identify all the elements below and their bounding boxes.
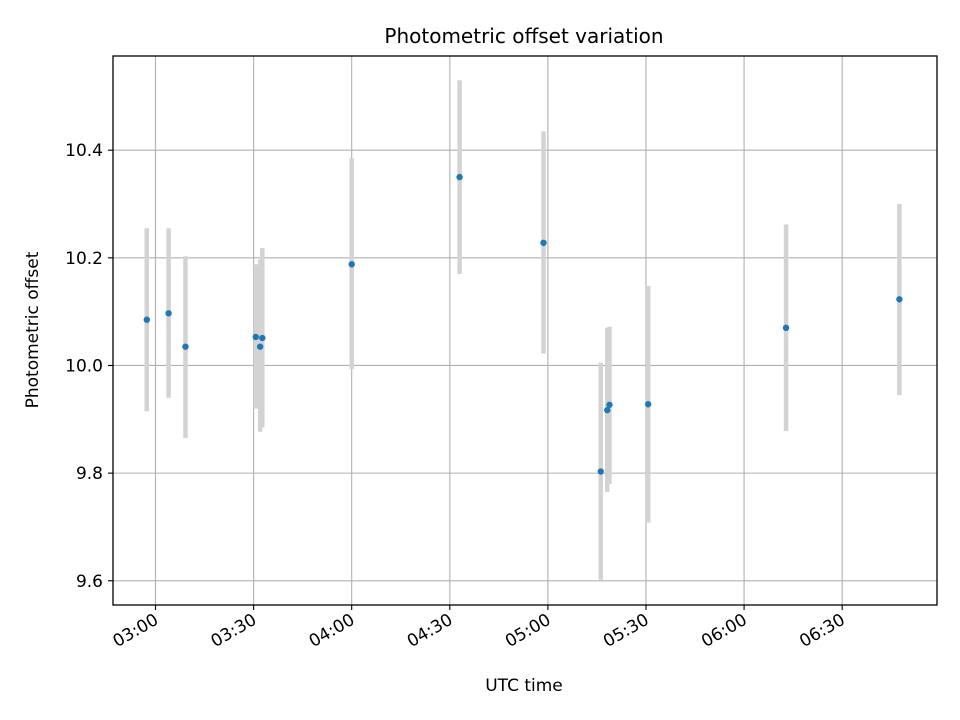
data-point — [644, 401, 652, 408]
data-point — [143, 316, 150, 323]
data-point — [456, 173, 463, 181]
data-point — [259, 334, 266, 342]
data-point — [540, 239, 547, 246]
data-point — [604, 406, 611, 414]
data-point — [252, 333, 259, 341]
x-tick-label: 04:00 — [306, 610, 358, 652]
data-point — [182, 343, 189, 350]
y-axis-label: Photometric offset — [23, 251, 43, 408]
x-tick-label: 03:30 — [208, 610, 260, 652]
data-point — [256, 343, 264, 350]
y-tick-label: 10.0 — [65, 356, 103, 376]
y-tick-label: 10.4 — [65, 141, 103, 161]
chart-title: Photometric offset variation — [384, 24, 663, 48]
x-tick-label: 04:30 — [404, 610, 456, 652]
data-point — [782, 324, 790, 332]
data-point — [348, 261, 355, 268]
data-point — [597, 468, 604, 475]
plot-frame — [112, 55, 938, 606]
x-tick-label: 05:00 — [502, 610, 554, 652]
data-point — [165, 310, 172, 317]
y-axis-ticks: 9.6 9.8 10.0 10.2 10.4 — [65, 141, 113, 592]
y-tick-label: 9.6 — [76, 572, 103, 592]
x-axis-ticks: 03:00 03:30 04:00 04:30 05:00 05:30 06:00 06:30 — [110, 605, 849, 652]
x-axis-label: UTC time — [485, 676, 563, 696]
x-tick-label: 06:30 — [796, 610, 848, 652]
y-tick-label: 9.8 — [76, 464, 103, 484]
markers — [143, 173, 903, 475]
grid — [113, 56, 937, 605]
data-point — [896, 296, 903, 303]
y-tick-label: 10.2 — [65, 249, 103, 269]
data-point — [606, 401, 613, 408]
x-tick-label: 05:30 — [600, 610, 652, 652]
x-tick-label: 06:00 — [698, 610, 750, 652]
x-tick-label: 03:00 — [110, 610, 162, 652]
